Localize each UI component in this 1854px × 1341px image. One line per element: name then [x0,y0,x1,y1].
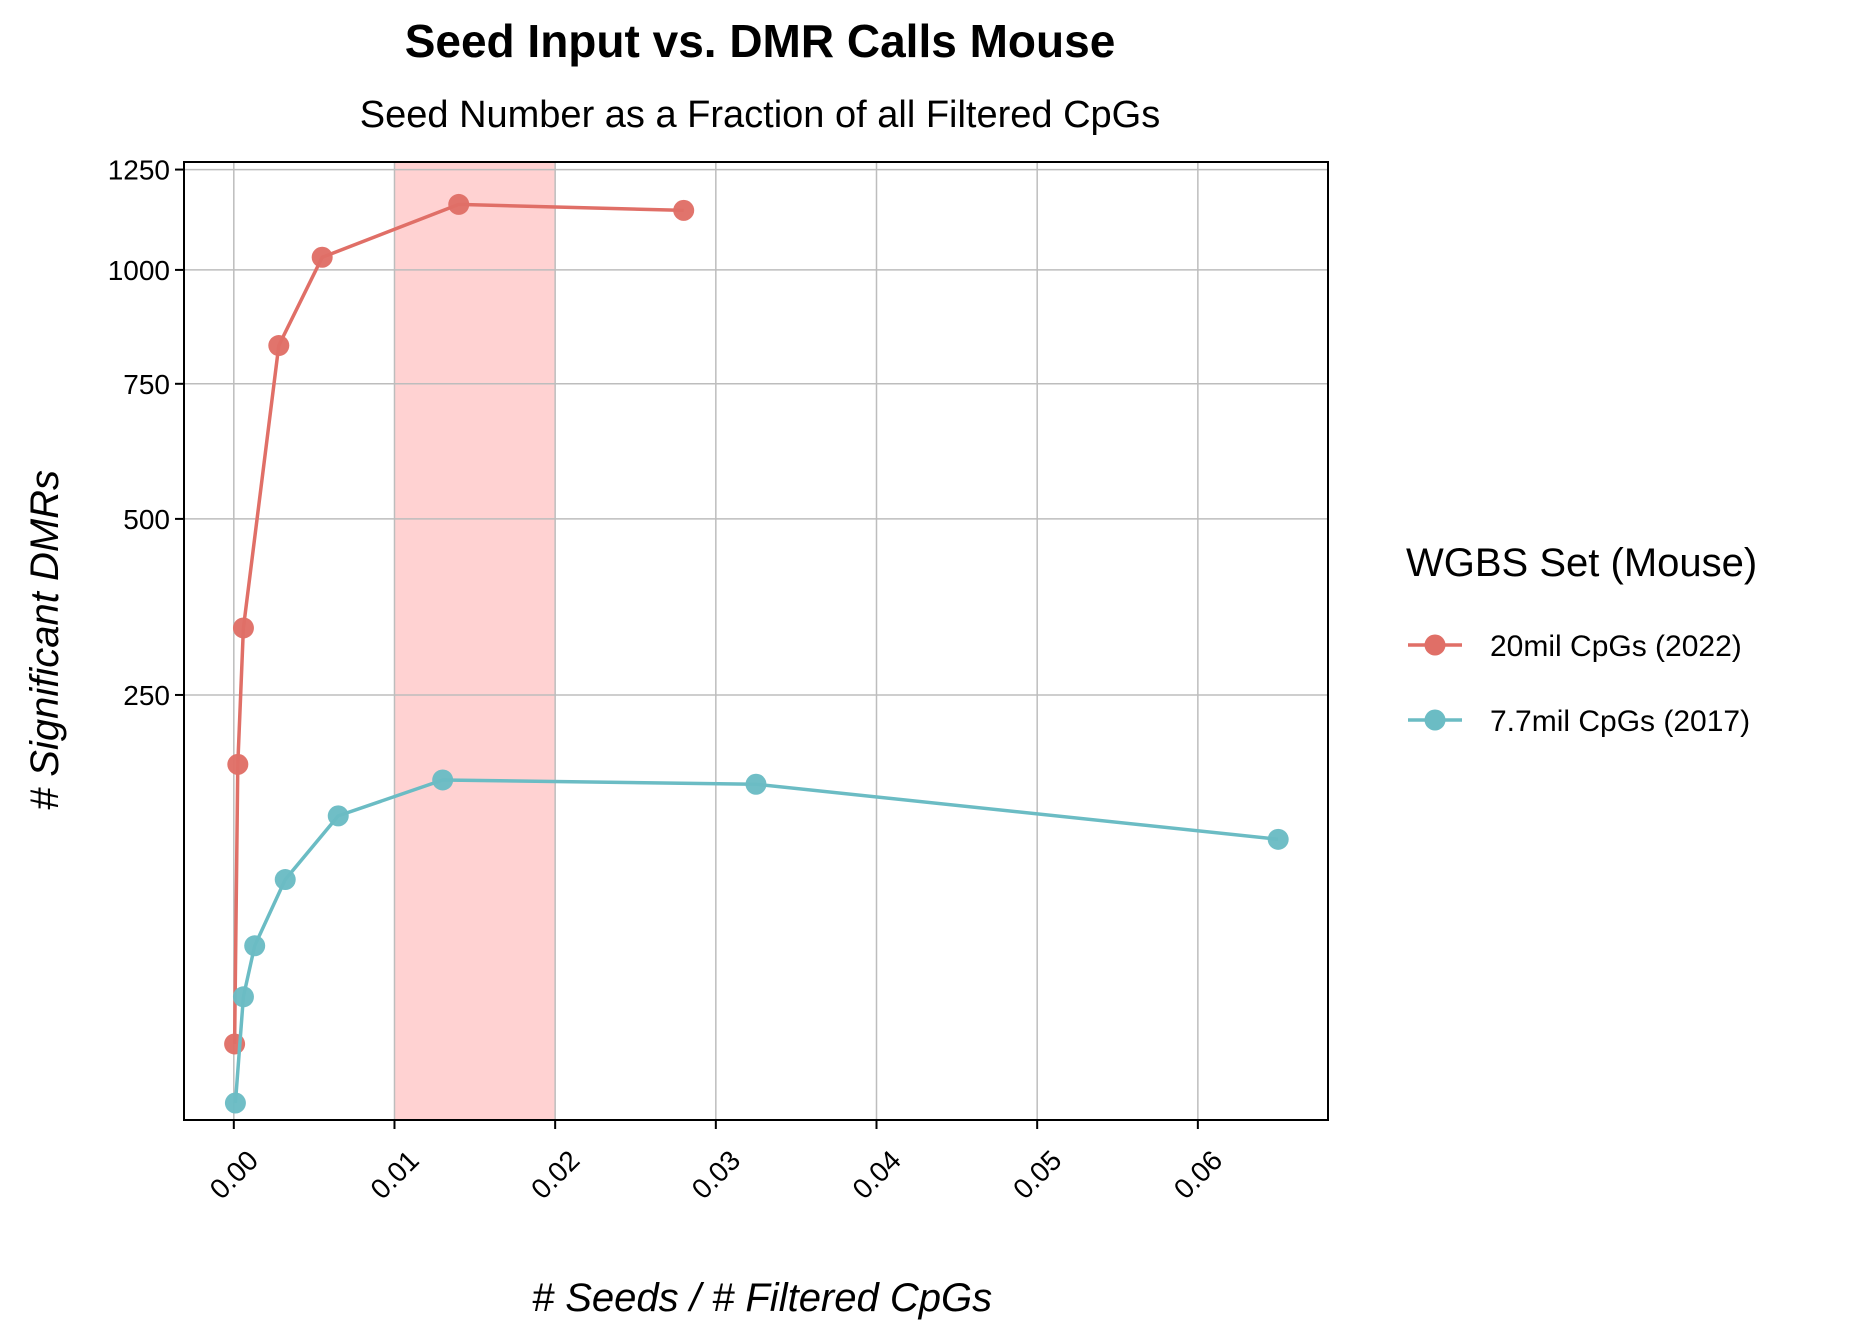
y-tick-label: 1000 [108,255,170,286]
highlight-band [394,162,556,1120]
x-tick-label: 0.02 [525,1144,585,1204]
x-tick-label: 0.04 [846,1144,906,1204]
data-point [227,753,249,775]
y-axis: 250 500 750 1000 1250 [108,155,184,711]
legend-label: 20mil CpGs (2022) [1490,630,1742,663]
series-layer [224,193,1289,1114]
legend: WGBS Set (Mouse) 20mil CpGs (2022) 7.7mil… [1406,541,1757,738]
data-point [432,769,454,791]
plot-area [183,161,1329,1121]
x-axis-title: # Seeds / # Filtered CpGs [532,1276,992,1320]
legend-title: WGBS Set (Mouse) [1406,541,1757,585]
y-axis-title: # Significant DMRs [23,470,67,810]
grid-layer [184,162,1328,1120]
x-tick-label: 0.00 [204,1144,264,1204]
y-tick-label: 1250 [108,155,170,186]
legend-label: 7.7mil CpGs (2017) [1490,705,1750,738]
x-tick-label: 0.05 [1007,1144,1067,1204]
data-point [244,935,266,957]
data-point [673,199,695,221]
x-tick-label: 0.06 [1168,1144,1228,1204]
data-point [224,1092,246,1114]
plot-border [183,161,1329,1121]
data-point [1267,828,1289,850]
legend-key-point [1424,634,1446,656]
series-1 [224,769,1289,1114]
data-point [311,246,333,268]
legend-key-point [1424,709,1446,731]
y-tick-label: 250 [123,680,170,711]
highlight-band-layer [394,162,556,1120]
series-line [233,778,1279,1104]
data-point [268,335,290,357]
legend-item: 20mil CpGs (2022) [1408,630,1742,663]
data-point [232,986,254,1008]
data-point [327,805,349,827]
chart-title: Seed Input vs. DMR Calls Mouse [405,15,1116,67]
x-axis: 0.00 0.01 0.02 0.03 0.04 0.05 0.06 [204,1120,1228,1205]
y-tick-label: 500 [123,504,170,535]
x-tick-label: 0.03 [686,1144,746,1204]
data-point [232,617,254,639]
data-point [745,773,767,795]
data-point [448,193,470,215]
legend-item: 7.7mil CpGs (2017) [1408,705,1750,738]
y-tick-label: 750 [123,369,170,400]
legend-items: 20mil CpGs (2022) 7.7mil CpGs (2017) [1408,630,1750,738]
data-point [274,869,296,891]
chart-subtitle: Seed Number as a Fraction of all Filtere… [360,94,1160,136]
x-tick-label: 0.01 [364,1144,424,1204]
